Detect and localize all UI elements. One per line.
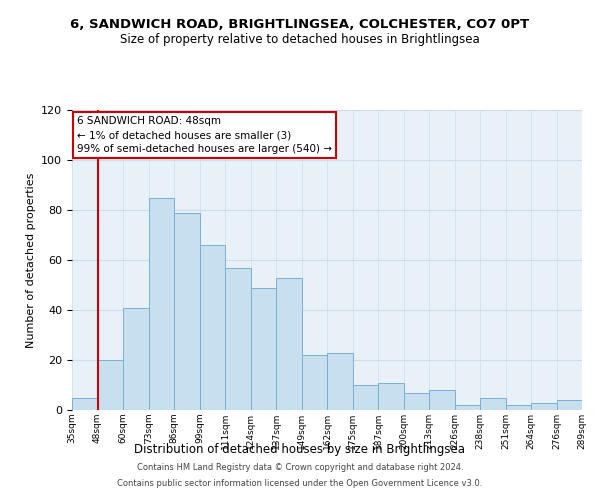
Text: Contains public sector information licensed under the Open Government Licence v3: Contains public sector information licen… bbox=[118, 478, 482, 488]
Bar bbox=[225, 268, 251, 410]
Bar bbox=[353, 385, 378, 410]
Bar bbox=[378, 382, 404, 410]
Text: 6 SANDWICH ROAD: 48sqm
← 1% of detached houses are smaller (3)
99% of semi-detac: 6 SANDWICH ROAD: 48sqm ← 1% of detached … bbox=[77, 116, 332, 154]
Bar bbox=[97, 360, 123, 410]
Bar bbox=[480, 398, 505, 410]
Bar bbox=[505, 405, 531, 410]
Y-axis label: Number of detached properties: Number of detached properties bbox=[26, 172, 35, 348]
Bar bbox=[123, 308, 149, 410]
Bar bbox=[251, 288, 276, 410]
Bar bbox=[455, 405, 480, 410]
Bar bbox=[149, 198, 174, 410]
Bar bbox=[327, 352, 353, 410]
Bar bbox=[72, 398, 97, 410]
Text: Distribution of detached houses by size in Brightlingsea: Distribution of detached houses by size … bbox=[134, 442, 466, 456]
Text: 6, SANDWICH ROAD, BRIGHTLINGSEA, COLCHESTER, CO7 0PT: 6, SANDWICH ROAD, BRIGHTLINGSEA, COLCHES… bbox=[70, 18, 530, 30]
Bar bbox=[276, 278, 302, 410]
Bar bbox=[199, 245, 225, 410]
Bar bbox=[302, 355, 327, 410]
Bar bbox=[531, 402, 557, 410]
Bar bbox=[557, 400, 582, 410]
Bar bbox=[404, 392, 429, 410]
Text: Size of property relative to detached houses in Brightlingsea: Size of property relative to detached ho… bbox=[120, 32, 480, 46]
Bar bbox=[429, 390, 455, 410]
Text: Contains HM Land Registry data © Crown copyright and database right 2024.: Contains HM Land Registry data © Crown c… bbox=[137, 464, 463, 472]
Bar bbox=[174, 212, 199, 410]
